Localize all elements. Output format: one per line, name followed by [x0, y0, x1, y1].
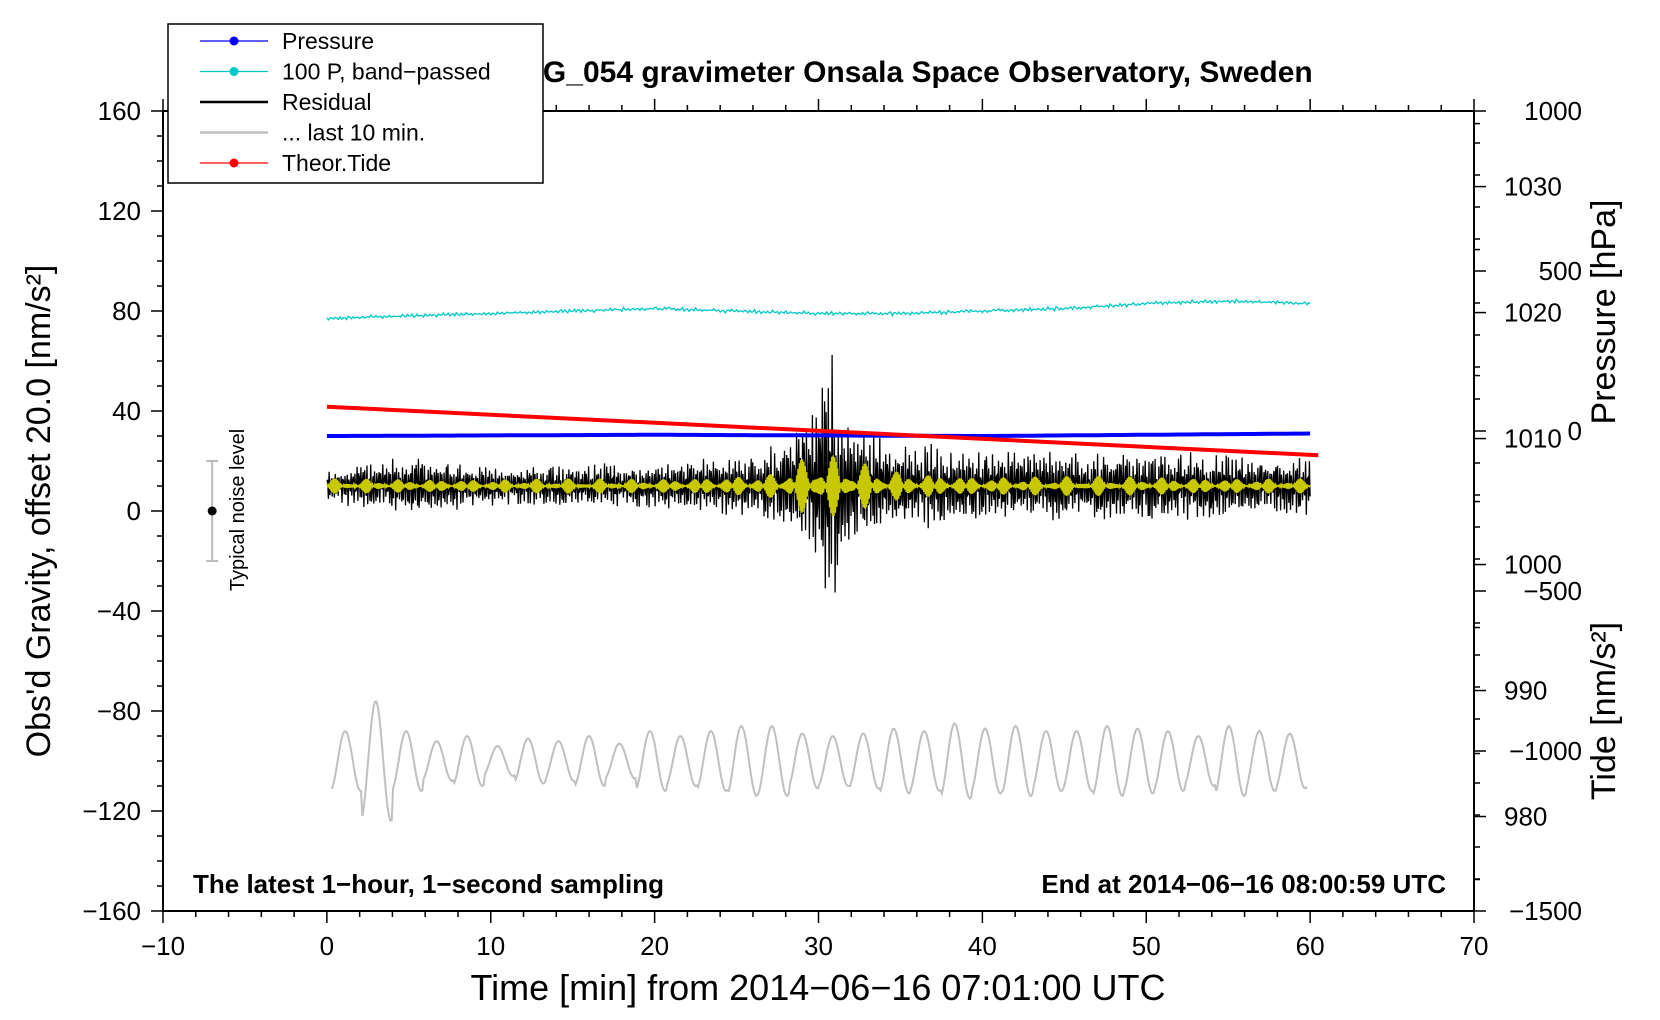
pressure-tick-label: 980	[1504, 802, 1547, 832]
tide-tick-label: 0	[1568, 416, 1582, 446]
pressure-tick-label: 1030	[1504, 172, 1562, 202]
legend-box	[167, 23, 544, 184]
annotation-sampling: The latest 1−hour, 1−second sampling	[193, 869, 664, 899]
y-axis-label-pressure: Pressure [hPa]	[1585, 200, 1623, 425]
tide-series-line	[326, 404, 1319, 458]
y-tick-label: 0	[127, 496, 141, 526]
pressure-tick-label: 1000	[1504, 550, 1562, 580]
annotation-end-time: End at 2014−06−16 08:00:59 UTC	[1041, 869, 1446, 899]
pressure-series-line	[326, 431, 1311, 438]
x-axis-label: Time [min] from 2014−06−16 07:01:00 UTC	[470, 967, 1165, 1008]
residual-bandpassed-series-line	[326, 455, 1311, 517]
noise-bar-center-dot	[207, 506, 217, 516]
x-tick-label: 70	[1460, 931, 1489, 961]
y-axis-left: 160 120 80 40 0 −40 −80 −120 −160	[82, 96, 163, 926]
y-tick-label: 120	[98, 196, 141, 226]
chart-title: SCG_054 gravimeter Onsala Space Observat…	[501, 56, 1313, 89]
tide-tick-label: −500	[1523, 576, 1582, 606]
pressure-axis: 1030 1020 1010 1000 990 980	[1474, 122, 1562, 881]
tide-tick-label: −1000	[1509, 736, 1582, 766]
x-tick-label: 60	[1296, 931, 1325, 961]
pressure-tick-label: 1020	[1504, 298, 1562, 328]
tide-tick-label: 1000	[1524, 96, 1582, 126]
last-10-min-series-line	[330, 700, 1308, 822]
x-tick-label: 20	[640, 931, 669, 961]
y-axis-label-tide: Tide [nm/s²]	[1585, 622, 1623, 800]
noise-bar-group	[206, 460, 219, 562]
pressure-tick-label: 990	[1504, 676, 1547, 706]
pressure-tick-label: 1010	[1504, 424, 1562, 454]
y-tick-label: 80	[112, 296, 141, 326]
legend-label: Pressure	[282, 28, 374, 54]
x-tick-label: 0	[320, 931, 334, 961]
legend-swatch-marker	[229, 158, 239, 168]
x-tick-label: −10	[141, 931, 185, 961]
legend: Pressure 100 P, band−passed Residual ... la…	[167, 23, 544, 184]
y-tick-label: −120	[82, 796, 141, 826]
legend-swatch-marker	[229, 36, 239, 46]
y-tick-label: −80	[97, 696, 141, 726]
legend-swatch-marker	[229, 67, 239, 76]
y-tick-label: 40	[112, 396, 141, 426]
x-tick-label: 50	[1132, 931, 1161, 961]
legend-label: 100 P, band−passed	[282, 59, 491, 85]
legend-label: Theor.Tide	[282, 150, 391, 176]
x-tick-label: 30	[804, 931, 833, 961]
tide-tick-label: 500	[1539, 256, 1582, 286]
series-layer	[326, 298, 1319, 822]
tide-tick-label: −1500	[1509, 896, 1582, 926]
pressure-bandpassed-series-line	[326, 298, 1311, 321]
tide-axis: 1000 500 0 −500 −1000 −1500	[1474, 96, 1582, 926]
legend-label: ... last 10 min.	[282, 120, 425, 146]
noise-level-label: Typical noise level	[227, 429, 249, 591]
y-axis-label-left: Obs'd Gravity, offset 20.0 [nm/s²]	[20, 265, 58, 758]
y-tick-label: −40	[97, 596, 141, 626]
legend-label: Residual	[282, 89, 372, 115]
x-tick-label: 10	[476, 931, 505, 961]
x-tick-label: 40	[968, 931, 997, 961]
y-tick-label: −160	[82, 896, 141, 926]
y-tick-label: 160	[98, 96, 141, 126]
